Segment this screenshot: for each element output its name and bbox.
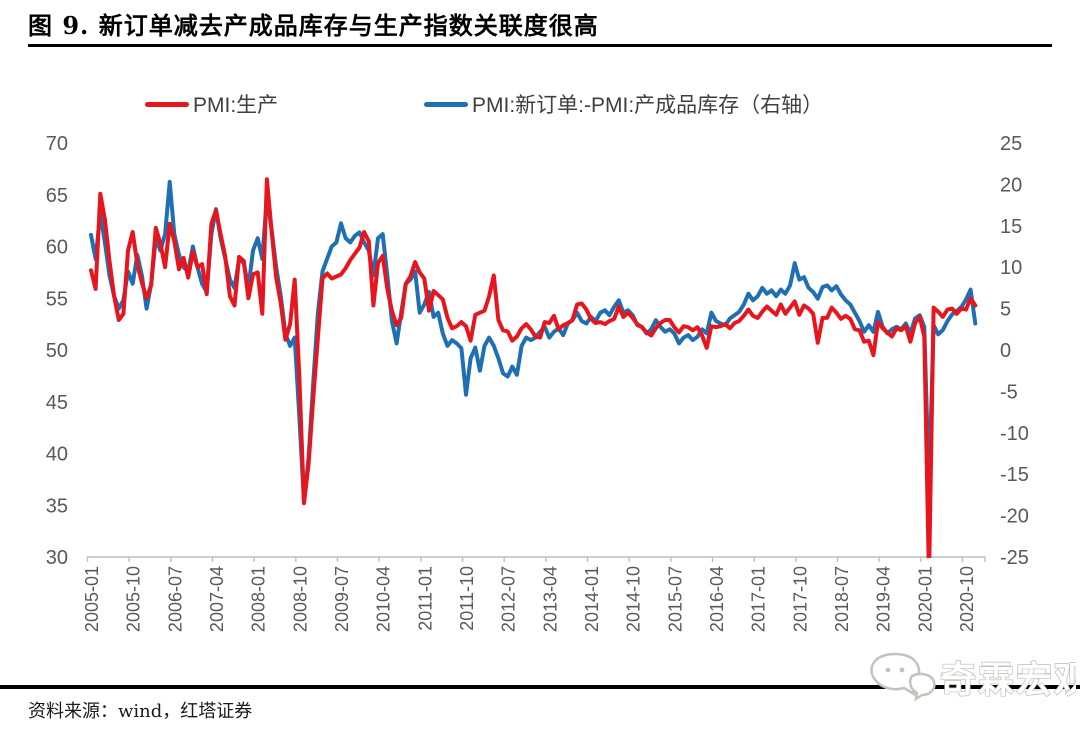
x-tick-label: 2018-07 xyxy=(832,566,852,632)
watermark: 奇霖宏观 xyxy=(870,652,1076,702)
x-tick-label: 2015-07 xyxy=(665,566,685,632)
x-tick-label: 2012-07 xyxy=(499,566,519,632)
y-axis-left-label: 60 xyxy=(46,237,68,259)
y-axis-left-label: 40 xyxy=(46,444,68,466)
y-axis-left-label: 35 xyxy=(46,495,68,517)
watermark-text: 奇霖宏观 xyxy=(940,659,1076,701)
x-tick-label: 2007-04 xyxy=(207,566,227,632)
x-tick-label: 2006-07 xyxy=(165,566,185,632)
y-axis-right-label: -15 xyxy=(1000,464,1029,486)
y-axis-right-label: -20 xyxy=(1000,506,1029,528)
x-tick-label: 2013-04 xyxy=(540,566,560,632)
y-axis-right-label: -10 xyxy=(1000,423,1029,445)
y-axis-left-label: 55 xyxy=(46,288,68,310)
y-axis-right-label: 15 xyxy=(1000,216,1022,238)
chart-title: 图 9. 新订单减去产成品库存与生产指数关联度很高 xyxy=(28,11,599,40)
x-tick-label: 2009-07 xyxy=(332,566,352,632)
legend-swatch-pmi-production xyxy=(145,102,189,107)
x-tick-label: 2005-01 xyxy=(82,566,102,632)
y-axis-right-label: 10 xyxy=(1000,257,1022,279)
y-axis-left-label: 45 xyxy=(46,392,68,414)
x-tick-label: 2005-10 xyxy=(124,566,144,632)
legend-label-pmi-production: PMI:生产 xyxy=(193,94,279,117)
series-line-pmi-production xyxy=(89,177,978,558)
y-axis-right-label: -25 xyxy=(1000,547,1029,569)
x-tick-label: 2008-10 xyxy=(290,566,310,632)
wechat-bubble-icon xyxy=(870,652,936,702)
x-tick-label: 2008-01 xyxy=(249,566,269,632)
x-tick-label: 2017-01 xyxy=(749,566,769,632)
y-axis-left-label: 70 xyxy=(46,133,68,155)
series-line-neworders-minus-inventory xyxy=(89,179,978,505)
y-axis-left-label: 65 xyxy=(46,185,68,207)
legend-label-neworders-minus-inventory: PMI:新订单:-PMI:产成品库存（右轴） xyxy=(472,94,824,117)
y-axis-left-label: 30 xyxy=(46,547,68,569)
x-tick-label: 2011-01 xyxy=(415,566,435,631)
y-axis-right-label: 20 xyxy=(1000,174,1022,196)
x-tick-label: 2020-01 xyxy=(915,566,935,632)
y-axis-right-label: 0 xyxy=(1000,340,1011,362)
y-axis-right-label: 25 xyxy=(1000,133,1022,155)
x-tick-label: 2014-10 xyxy=(624,566,644,632)
x-tick-label: 2016-04 xyxy=(707,566,727,632)
title-underline xyxy=(28,44,1052,47)
x-tick-label: 2011-10 xyxy=(457,566,477,631)
bottom-divider-line xyxy=(0,685,1080,689)
x-tick-label: 2019-04 xyxy=(874,566,894,632)
x-tick-label: 2014-01 xyxy=(582,566,602,632)
x-tick-label: 2010-04 xyxy=(374,566,394,632)
y-axis-right-label: 5 xyxy=(1000,299,1011,321)
y-axis-right-label: -5 xyxy=(1000,381,1018,403)
x-tick-label: 2020-10 xyxy=(957,566,977,632)
y-axis-left-label: 50 xyxy=(46,340,68,362)
legend-swatch-neworders-minus-inventory xyxy=(424,102,468,107)
source-note: 资料来源：wind，红塔证券 xyxy=(28,701,253,722)
x-tick-label: 2017-10 xyxy=(790,566,810,632)
